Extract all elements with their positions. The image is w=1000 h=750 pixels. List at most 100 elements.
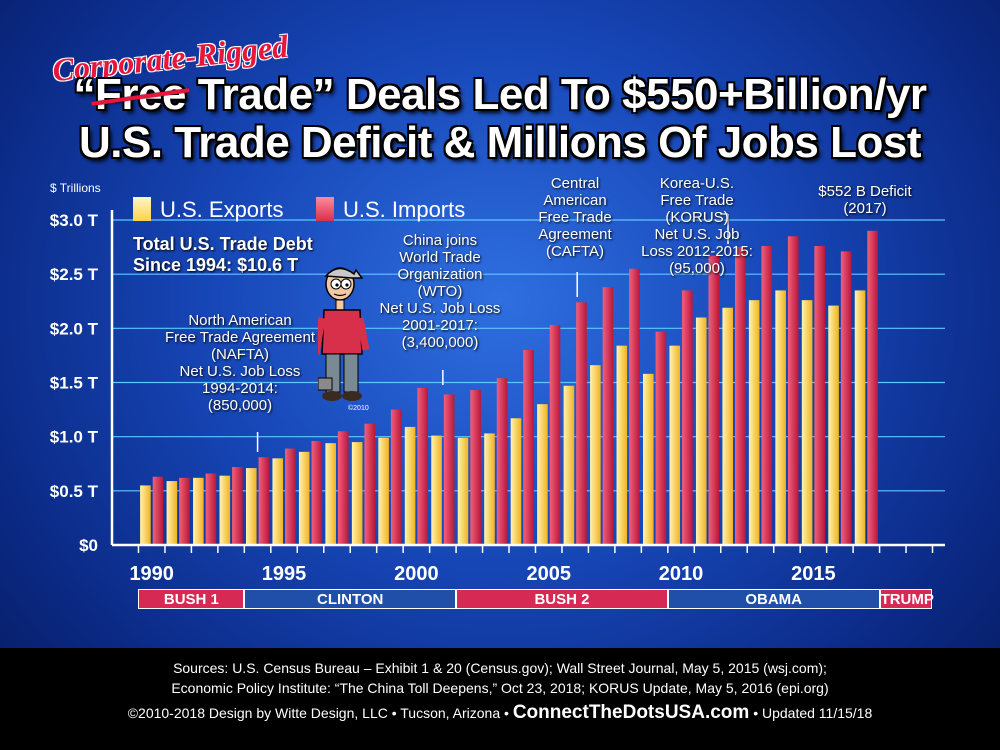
export-bar bbox=[484, 433, 495, 545]
title-trade: Trade” bbox=[185, 70, 335, 119]
export-bar bbox=[325, 443, 336, 545]
import-bar bbox=[496, 378, 508, 545]
x-tick-label: 1990 bbox=[129, 563, 174, 585]
y-tick-label: $0 bbox=[79, 536, 98, 555]
import-bar bbox=[629, 268, 640, 545]
export-bar bbox=[616, 345, 628, 545]
cafta-note: Central American Free Trade Agreement (C… bbox=[538, 175, 612, 260]
import-bar bbox=[390, 409, 402, 545]
export-bar bbox=[854, 290, 866, 545]
legend-imports-label: U.S. Imports bbox=[343, 197, 466, 222]
export-bar bbox=[748, 300, 760, 545]
export-bar bbox=[722, 307, 733, 545]
import-bar bbox=[232, 467, 243, 545]
import-bar bbox=[814, 246, 825, 545]
import-bar bbox=[258, 457, 270, 545]
import-bar bbox=[602, 287, 614, 545]
x-tick-label: 2015 bbox=[791, 563, 836, 585]
era-trump: TRUMP bbox=[879, 589, 934, 609]
import-bar bbox=[443, 394, 455, 545]
y-axis-label: $ Trillions bbox=[50, 181, 101, 195]
export-bar bbox=[272, 458, 284, 545]
website-link[interactable]: ConnectTheDotsUSA.com bbox=[512, 702, 750, 723]
export-bar bbox=[563, 385, 575, 545]
export-bar bbox=[298, 451, 310, 545]
y-tick-label: $3.0 T bbox=[50, 211, 99, 230]
export-bar bbox=[669, 345, 681, 545]
x-tick-label: 2005 bbox=[526, 563, 571, 585]
export-bar bbox=[695, 317, 707, 545]
era-bush-1: BUSH 1 bbox=[138, 589, 245, 609]
korus-note: Korea-U.S. Free Trade (KORUS) Net U.S. J… bbox=[641, 175, 753, 277]
title-line-1: “Free Trade” Deals Led To $550+Billion/y… bbox=[0, 70, 1000, 120]
import-bar bbox=[867, 230, 878, 546]
export-bar bbox=[140, 485, 151, 545]
figure-copyright: ©2010 bbox=[348, 404, 369, 412]
import-bar bbox=[708, 255, 720, 545]
import-bar bbox=[840, 251, 852, 545]
export-bar bbox=[378, 437, 389, 545]
export-bar bbox=[457, 437, 469, 545]
y-tick-label: $0.5 T bbox=[50, 482, 99, 501]
x-tick-label: 1995 bbox=[262, 563, 307, 585]
export-bar bbox=[219, 475, 231, 545]
export-bar bbox=[431, 435, 442, 545]
import-bar bbox=[417, 387, 428, 545]
export-bar bbox=[590, 365, 601, 545]
footer: Sources: U.S. Census Bureau – Exhibit 1 … bbox=[0, 648, 1000, 750]
era-obama: OBAMA bbox=[667, 589, 880, 609]
import-bar bbox=[152, 476, 164, 545]
bar-chart: $0 $0.5 T $1.0 T $1.5 T $2.0 T $2.5 T $3.0 T $ … bbox=[50, 181, 945, 585]
export-bar bbox=[245, 468, 257, 545]
cartoon-man-illustration: ©2010 bbox=[318, 267, 370, 412]
x-tick-label: 2000 bbox=[394, 563, 439, 585]
import-bar bbox=[205, 473, 217, 545]
y-tick-label: $1.0 T bbox=[50, 428, 99, 447]
footer-credit: ©2010-2018 Design by Witte Design, LLC •… bbox=[127, 702, 873, 723]
export-bar bbox=[801, 300, 813, 545]
export-bar bbox=[775, 290, 786, 545]
import-bar bbox=[311, 441, 323, 545]
export-bar bbox=[510, 418, 522, 545]
deficit-note: $552 B Deficit (2017) bbox=[818, 183, 912, 217]
export-bar bbox=[643, 373, 654, 545]
legend-exports-label: U.S. Exports bbox=[160, 197, 284, 222]
title-line-2: U.S. Trade Deficit & Millions Of Jobs Lo… bbox=[78, 118, 922, 167]
footer-sources-1: Sources: U.S. Census Bureau – Exhibit 1 … bbox=[173, 660, 827, 676]
import-bar bbox=[576, 302, 587, 545]
era-bush-2: BUSH 2 bbox=[456, 589, 668, 609]
x-tick-label: 2010 bbox=[659, 563, 704, 585]
title-struck-word: Free bbox=[95, 70, 186, 119]
title-rest: Deals Led To $550+Billion/yr bbox=[334, 70, 927, 119]
title-quote-open: “ bbox=[73, 70, 96, 119]
import-bar bbox=[761, 246, 773, 545]
legend-imports-swatch bbox=[316, 197, 334, 221]
export-bar bbox=[537, 404, 548, 545]
import-bar bbox=[470, 390, 481, 545]
y-tick-label: $1.5 T bbox=[50, 374, 99, 393]
footer-sources-2: Economic Policy Institute: “The China To… bbox=[171, 680, 829, 696]
import-bar bbox=[364, 423, 376, 545]
y-tick-label: $2.5 T bbox=[50, 265, 99, 284]
import-bar bbox=[337, 431, 349, 545]
export-bar bbox=[404, 426, 416, 545]
import-bar bbox=[549, 325, 561, 545]
era-clinton: CLINTON bbox=[244, 589, 457, 609]
import-bar bbox=[523, 350, 534, 545]
export-bar bbox=[828, 305, 839, 545]
legend-exports-swatch bbox=[133, 197, 151, 221]
import-bar bbox=[682, 290, 693, 545]
china-wto-note: China joins World Trade Organization (WT… bbox=[379, 232, 501, 351]
y-tick-label: $2.0 T bbox=[50, 319, 99, 338]
import-bar bbox=[655, 331, 667, 545]
total-debt-note: Total U.S. Trade Debt Since 1994: $10.6 … bbox=[133, 234, 313, 275]
export-bar bbox=[351, 442, 363, 545]
export-bar bbox=[166, 481, 178, 545]
import-bar bbox=[285, 448, 296, 545]
nafta-note: North American Free Trade Agreement (NAF… bbox=[164, 312, 316, 414]
import-bar bbox=[787, 236, 799, 545]
import-bar bbox=[734, 247, 746, 546]
export-bar bbox=[193, 477, 204, 545]
import-bar bbox=[179, 477, 190, 545]
